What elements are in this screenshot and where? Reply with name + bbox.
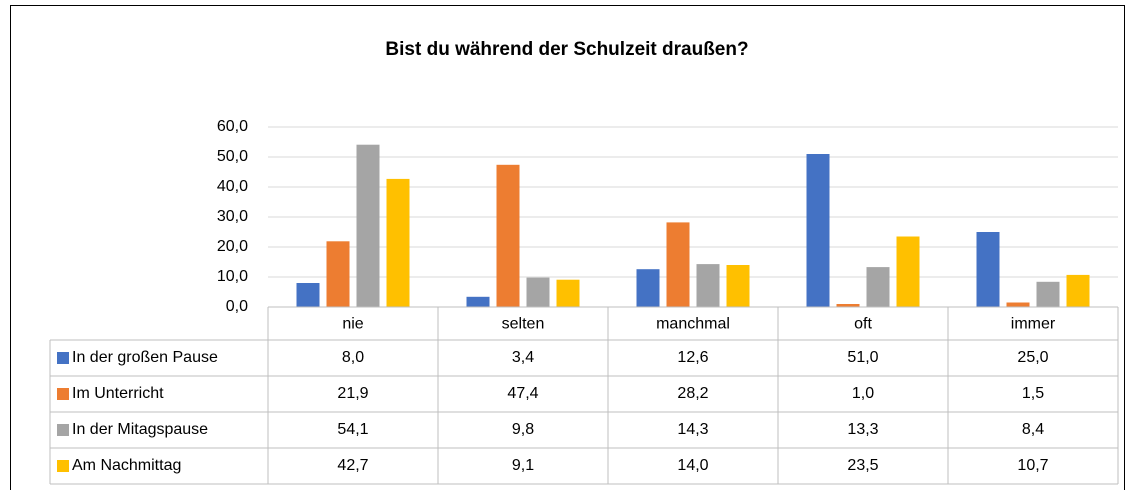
table-value: 54,1 <box>337 421 368 438</box>
table-value: 1,5 <box>1022 385 1044 402</box>
bar <box>866 267 890 307</box>
table-value: 42,7 <box>337 457 368 474</box>
legend-key <box>57 460 69 472</box>
table-value: 14,0 <box>677 457 708 474</box>
x-tick-label: nie <box>342 316 363 333</box>
bar <box>726 265 750 307</box>
chart-border <box>10 5 1125 490</box>
table-value: 13,3 <box>847 421 878 438</box>
x-tick-label: immer <box>1011 316 1056 333</box>
y-tick-label: 10,0 <box>217 268 248 285</box>
legend-label: Im Unterricht <box>72 385 164 402</box>
bar <box>326 241 350 307</box>
y-tick-label: 60,0 <box>217 118 248 135</box>
bar <box>666 222 690 307</box>
legend-label: In der großen Pause <box>72 349 218 366</box>
legend-key <box>57 388 69 400</box>
bar <box>836 304 860 307</box>
chart-title: Bist du während der Schulzeit draußen? <box>385 39 748 60</box>
bar <box>1066 274 1090 307</box>
y-tick-label: 20,0 <box>217 238 248 255</box>
bar <box>976 232 1000 307</box>
bar <box>806 154 830 307</box>
table-value: 25,0 <box>1017 349 1048 366</box>
table-value: 8,4 <box>1022 421 1044 438</box>
table-value: 14,3 <box>677 421 708 438</box>
bar <box>386 178 410 307</box>
table-value: 47,4 <box>507 385 538 402</box>
table-value: 23,5 <box>847 457 878 474</box>
table-value: 21,9 <box>337 385 368 402</box>
table-value: 9,1 <box>512 457 534 474</box>
table-value: 9,8 <box>512 421 534 438</box>
bar <box>296 283 320 307</box>
x-tick-label: selten <box>502 316 545 333</box>
table-value: 3,4 <box>512 349 534 366</box>
legend-key <box>57 352 69 364</box>
legend-label: In der Mitagspause <box>72 421 208 438</box>
y-tick-label: 50,0 <box>217 148 248 165</box>
legend-label: Am Nachmittag <box>72 457 181 474</box>
table-value: 1,0 <box>852 385 874 402</box>
bar <box>896 236 920 307</box>
x-tick-label: manchmal <box>656 316 730 333</box>
bar <box>496 164 520 307</box>
table-value: 28,2 <box>677 385 708 402</box>
bar <box>526 277 550 307</box>
y-tick-label: 30,0 <box>217 208 248 225</box>
bar <box>556 279 580 307</box>
bar <box>636 269 660 307</box>
table-value: 8,0 <box>342 349 364 366</box>
bar <box>1036 281 1060 307</box>
table-value: 10,7 <box>1017 457 1048 474</box>
y-tick-label: 40,0 <box>217 178 248 195</box>
table-value: 12,6 <box>677 349 708 366</box>
bar <box>466 296 490 307</box>
bar <box>1006 302 1030 307</box>
table-value: 51,0 <box>847 349 878 366</box>
bar <box>356 144 380 307</box>
x-tick-label: oft <box>854 316 872 333</box>
legend-key <box>57 424 69 436</box>
bar <box>696 264 720 307</box>
y-tick-label: 0,0 <box>226 298 248 315</box>
